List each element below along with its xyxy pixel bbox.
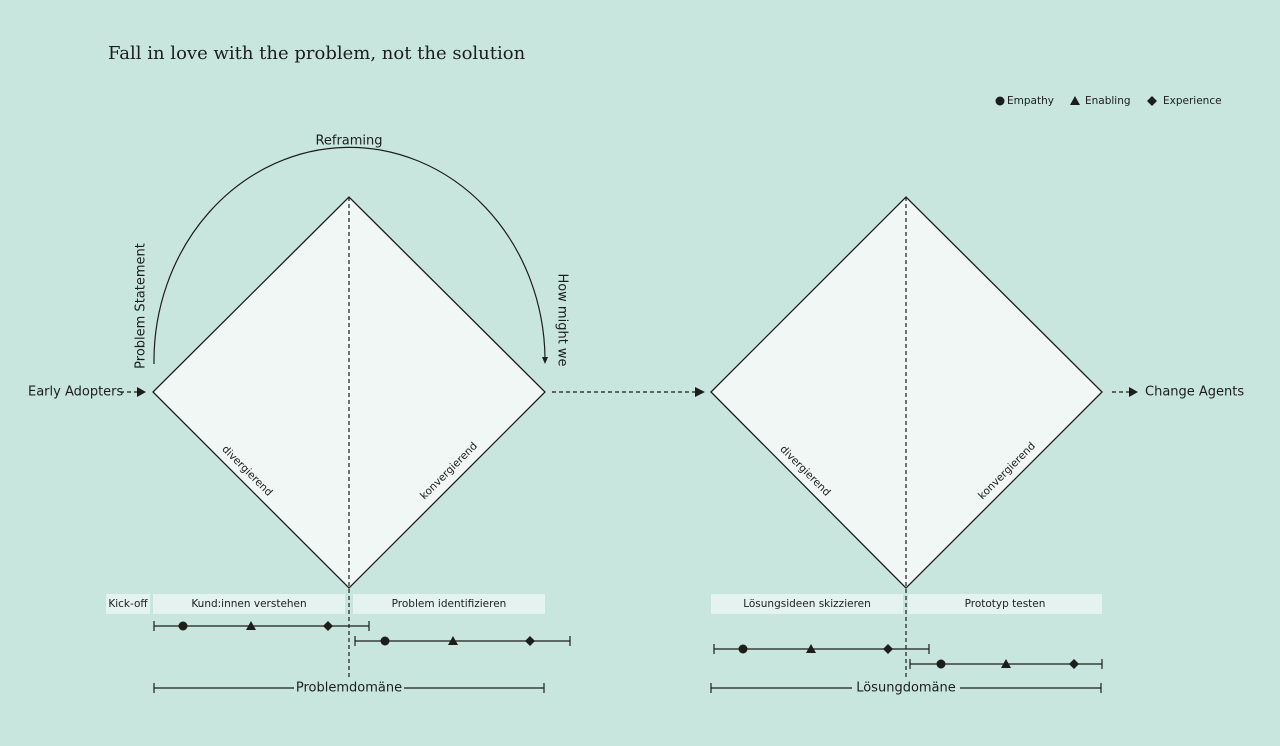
legend-label: Enabling [1085, 95, 1131, 107]
marker [380, 636, 390, 646]
label: Change Agents [1145, 385, 1244, 400]
label: How might we [555, 273, 570, 366]
domain-label: Problemdomäne [296, 681, 402, 696]
marker [1001, 659, 1011, 668]
legend-icon [995, 96, 1005, 106]
marker [178, 621, 188, 631]
label: Early Adopters [28, 385, 124, 400]
marker [1069, 659, 1079, 669]
phase-label: Kick-off [108, 598, 148, 610]
marker [323, 621, 333, 631]
marker [806, 644, 816, 653]
phase-bar [711, 594, 903, 614]
phase-label: Lösungsideen skizzieren [743, 598, 871, 610]
phase-bar [153, 594, 345, 614]
timelines [153, 621, 1103, 669]
phase-label: Kund:innen verstehen [191, 598, 306, 610]
phase-bar [353, 594, 545, 614]
legend-label: Experience [1163, 95, 1222, 107]
legend-icon [1070, 96, 1080, 105]
arrowhead [137, 387, 146, 397]
arc [153, 146, 546, 365]
title: Fall in love with the problem, not the s… [108, 43, 526, 64]
marker [883, 644, 893, 654]
label: Problem Statement [134, 243, 149, 369]
diamond [710, 196, 1103, 589]
phase-label: Prototyp testen [965, 598, 1046, 610]
arrowhead [695, 387, 705, 397]
diamond [152, 196, 546, 589]
arrowhead [1129, 387, 1138, 397]
phase-label: Problem identifizieren [392, 598, 507, 610]
label: Reframing [315, 134, 382, 149]
domain-label: Lösungdomäne [856, 681, 956, 696]
arrowhead [542, 357, 548, 364]
marker [246, 621, 256, 630]
phase-bar [908, 594, 1102, 614]
marker [738, 644, 748, 654]
marker [525, 636, 535, 646]
legend-label: Empathy [1007, 95, 1054, 107]
marker [448, 636, 458, 645]
marker [936, 659, 946, 669]
legend-icon [1147, 96, 1157, 106]
phase-bar [106, 594, 150, 614]
